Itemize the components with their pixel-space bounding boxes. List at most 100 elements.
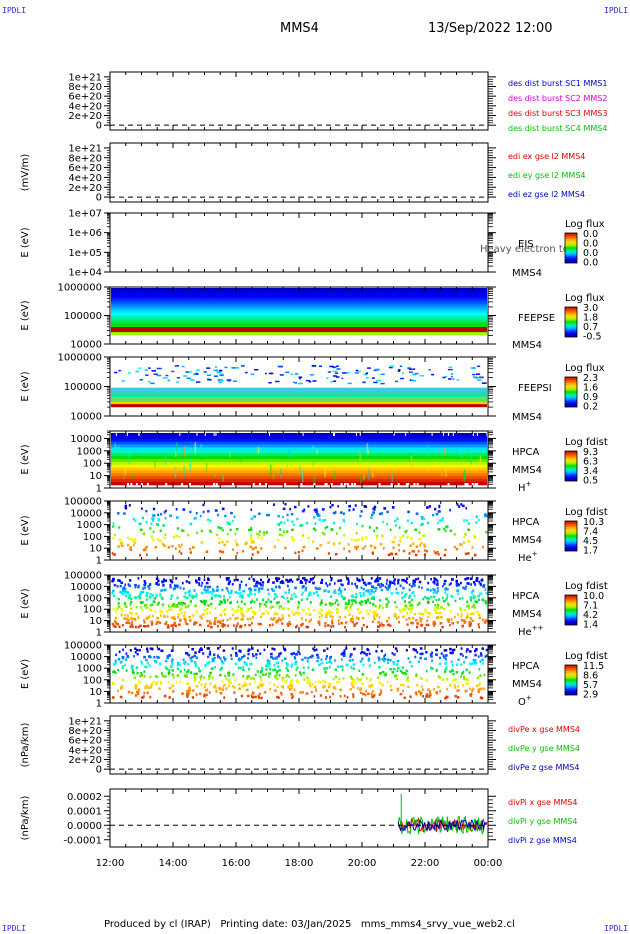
spectrogram-speck: [303, 577, 306, 580]
spectrogram-speck: [354, 546, 357, 549]
spectrogram-speck: [166, 625, 170, 629]
spectrogram-speck: [124, 594, 128, 598]
spectrogram-speck: [302, 671, 305, 675]
spectrogram-speck: [390, 688, 393, 692]
spectrogram-speck: [211, 659, 214, 663]
spectrogram-speck: [423, 545, 426, 548]
spectrogram-speck: [462, 504, 465, 508]
spectrogram-speck: [230, 654, 233, 657]
spectrogram-speck: [275, 579, 279, 582]
spectrogram-speck: [408, 371, 413, 373]
colorbar-value: -0.5: [583, 332, 602, 343]
spectrogram-speck: [447, 620, 450, 623]
spectrogram-speck: [163, 578, 165, 581]
spectrogram-speck: [302, 608, 305, 612]
spectrogram-speck: [361, 692, 365, 696]
spectrogram-speck: [293, 592, 296, 596]
spectrogram-speck: [248, 682, 252, 686]
spectrogram-speck: [433, 624, 436, 627]
colorbar-title: Log fdist: [565, 437, 608, 448]
spectrogram-speck: [155, 594, 158, 598]
spectrogram-speck: [240, 580, 243, 583]
spectrogram-speck: [435, 512, 439, 516]
spectrogram-speck: [182, 508, 186, 511]
spectrogram-speck: [127, 596, 131, 599]
spectrogram-speck: [441, 678, 445, 682]
spectrogram-speck: [433, 577, 436, 580]
spectrogram-speck: [176, 663, 179, 667]
y-tick-label: 100: [83, 459, 102, 470]
spectrogram-speck: [419, 692, 422, 696]
spectrogram-speck: [140, 671, 143, 675]
spectrogram-speck: [219, 600, 222, 603]
spectrogram-speck: [353, 624, 356, 627]
corner-label-top-right: IPDLI: [604, 6, 629, 15]
spectrogram-speck: [463, 519, 466, 522]
spectrogram-speck: [246, 608, 250, 612]
spectrogram-speck: [439, 611, 442, 615]
spectrogram-speck: [194, 678, 197, 681]
spectrogram-speck: [186, 692, 189, 696]
spectrogram-speck: [433, 688, 435, 691]
spectrogram-speck: [409, 604, 412, 608]
spectrogram-speck: [222, 474, 224, 482]
spectrogram-speck: [143, 675, 146, 678]
spectrogram-speck: [374, 610, 377, 613]
spectrogram-speck: [325, 525, 329, 529]
spectrogram-speck: [446, 525, 449, 528]
spectrogram-speck: [149, 608, 152, 611]
spectrogram-speck: [401, 578, 404, 582]
spectrogram-speck: [468, 687, 471, 690]
spectrogram-speck: [216, 533, 219, 537]
spectrogram-speck: [187, 669, 190, 672]
spectrogram-speck: [189, 619, 192, 622]
spectrogram-gap: [258, 483, 261, 487]
spectrogram-speck: [135, 370, 140, 373]
spectrogram-speck: [284, 546, 287, 550]
spectrogram-speck: [397, 615, 400, 619]
spectrogram-speck: [169, 579, 172, 582]
spectrogram-speck: [340, 665, 343, 668]
spectrogram-speck: [126, 614, 129, 618]
spectrogram-speck: [360, 475, 362, 484]
spectrogram-speck: [373, 546, 377, 549]
spectrogram-gap: [333, 432, 335, 436]
spectrogram-speck: [294, 595, 297, 598]
y-tick-label: 6e+20: [68, 163, 102, 174]
spectrogram-speck: [367, 692, 370, 696]
spectrogram-speck: [340, 595, 344, 598]
spectrogram-speck: [452, 673, 455, 676]
spectrogram-speck: [111, 682, 115, 685]
spectrogram-speck: [139, 528, 143, 532]
spectrogram-speck: [113, 553, 116, 556]
spectrogram-speck: [365, 609, 368, 613]
spectrogram-speck: [114, 662, 117, 665]
spectrogram-gap: [213, 483, 216, 487]
spectrogram-speck: [208, 677, 211, 680]
spectrogram-speck: [439, 689, 442, 693]
spectrogram-speck: [190, 659, 193, 663]
spectrogram-speck: [448, 366, 453, 368]
corner-label-bottom-right: IPDLI: [604, 924, 629, 933]
spectrogram-speck: [255, 584, 259, 588]
colorbar-value: 10.3: [583, 517, 604, 528]
spectrogram-speck: [329, 657, 331, 660]
spectrogram-speck: [421, 586, 423, 590]
spectrogram-speck: [245, 677, 249, 680]
spectrogram-speck: [369, 601, 372, 605]
spectrogram-speck: [321, 531, 324, 535]
spectrogram-speck: [207, 510, 210, 513]
spectrogram-speck: [415, 692, 418, 696]
spectrogram-speck: [253, 579, 256, 582]
spectrogram-speck: [361, 536, 364, 540]
spectrogram-speck: [363, 651, 366, 655]
spectrogram-speck: [306, 676, 309, 680]
spectrogram-speck: [114, 371, 118, 374]
spectrogram-speck: [474, 649, 477, 653]
spectrogram-speck: [368, 652, 371, 656]
spectrogram-speck: [361, 538, 363, 542]
spectrogram-speck: [148, 615, 151, 618]
spectrogram-speck: [205, 550, 209, 554]
spectrogram-speck: [466, 577, 469, 580]
